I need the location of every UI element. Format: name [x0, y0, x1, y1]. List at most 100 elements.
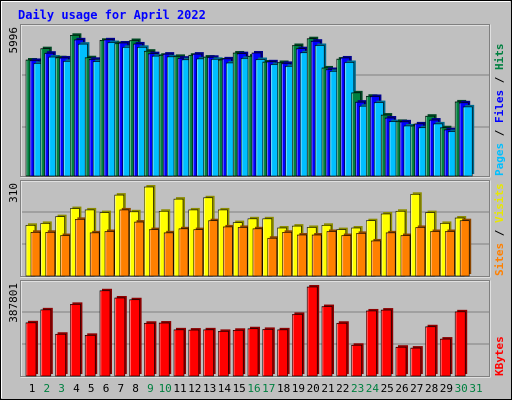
kbytes-bar: [99, 290, 111, 377]
sites-bar: [45, 232, 56, 277]
day-label: 27: [410, 382, 423, 395]
legend-entry: /: [493, 223, 506, 243]
sites-bar: [163, 232, 174, 277]
day-label: 25: [381, 382, 394, 395]
legend-entry: /: [493, 123, 506, 143]
sites-bar: [297, 234, 307, 277]
sites-bar: [75, 219, 85, 277]
legend-entry: KBytes: [493, 336, 506, 376]
sites-bar: [356, 233, 366, 277]
sites-bar: [282, 232, 292, 277]
kbytes-panel: 387801 KBytes: [7, 280, 506, 378]
day-label: 17: [262, 382, 275, 395]
sites-bar: [252, 228, 263, 277]
sites-bar: [341, 235, 352, 277]
legend-entry: Visits: [493, 183, 506, 223]
day-label: 4: [73, 382, 80, 395]
sites-bar: [311, 234, 322, 277]
day-label: 19: [292, 382, 305, 395]
kbytes-bar: [410, 347, 422, 377]
hits-panel-shadow: [20, 24, 490, 177]
sites-bar: [119, 209, 130, 277]
day-label: 24: [366, 382, 380, 395]
kbytes-bar: [306, 286, 318, 377]
day-label: 20: [307, 382, 320, 395]
day-label: 3: [58, 382, 65, 395]
day-label: 29: [440, 382, 453, 395]
legend-entry: Pages: [493, 143, 506, 176]
day-label: 22: [336, 382, 349, 395]
day-label: 10: [159, 382, 172, 395]
legend-entry: Sites: [493, 243, 506, 276]
day-label: 31: [469, 382, 482, 395]
sites-bar: [223, 226, 233, 277]
kbytes-bar: [40, 309, 52, 377]
visits-scale-label: 310: [7, 183, 20, 203]
sites-bar: [178, 228, 189, 277]
kbytes-bar: [425, 326, 436, 377]
sites-bar: [430, 231, 440, 277]
day-label: 21: [321, 382, 334, 395]
kbytes-bar: [158, 322, 170, 377]
sites-bar: [30, 232, 41, 277]
day-label: 28: [425, 382, 438, 395]
kbytes-bar: [395, 346, 407, 377]
day-label: 30: [455, 382, 468, 395]
kbytes-bar: [218, 331, 229, 377]
visits-panel-shadow: [20, 180, 490, 277]
day-label: 9: [147, 382, 154, 395]
sites-bar: [445, 231, 455, 277]
sites-bar: [134, 221, 144, 277]
sites-bar: [104, 231, 115, 277]
day-axis-labels: 1 2 3 4 5 6 7 8 9 10 11 12 13 14 15 16 17 18 19 20 21 22 23 24 2…: [29, 382, 483, 395]
kbytes-bar: [25, 322, 37, 377]
kbytes-bar: [321, 306, 333, 377]
sites-bar: [459, 220, 470, 277]
day-label: 15: [233, 382, 246, 395]
kbytes-bar: [129, 299, 140, 377]
day-label: 2: [43, 382, 50, 395]
kbytes-bar: [232, 329, 244, 377]
day-label: 12: [188, 382, 201, 395]
day-label: 6: [103, 382, 110, 395]
kbytes-bar: [351, 344, 362, 377]
kbytes-bar: [84, 335, 96, 377]
visits-sites-legend: Sites / Visits: [493, 183, 506, 276]
sites-bar: [237, 227, 248, 277]
legend-entry: Files: [493, 90, 506, 123]
kbytes-bar: [292, 314, 303, 377]
day-label: 5: [88, 382, 95, 395]
kbytes-bar: [188, 329, 200, 377]
day-label: 11: [173, 382, 186, 395]
kbytes-bar: [70, 304, 81, 377]
sites-bar: [326, 231, 337, 277]
hits-scale-label: 5996: [7, 27, 20, 54]
hits-files-pages-legend: Pages / Files / Hits: [493, 44, 506, 177]
kbytes-bar: [114, 297, 126, 377]
day-label: 23: [351, 382, 364, 395]
kbytes-bar: [144, 322, 155, 377]
kbytes-panel-shadow: [20, 280, 490, 377]
day-label: 13: [203, 382, 216, 395]
day-label: 18: [277, 382, 290, 395]
sites-bar: [208, 220, 218, 277]
sites-bar: [400, 235, 411, 277]
legend-entry: /: [493, 70, 506, 90]
kbytes-bar: [262, 329, 274, 377]
kbytes-bar: [336, 322, 348, 377]
kbytes-bar: [277, 329, 288, 377]
sites-bar: [267, 237, 278, 277]
kbytes-bar: [247, 328, 259, 377]
day-label: 7: [117, 382, 124, 395]
sites-bar: [60, 235, 70, 277]
day-label: 16: [247, 382, 260, 395]
visits-sites-panel: 310 Sites / Visits: [7, 180, 506, 278]
sites-bar: [89, 232, 100, 277]
sites-bar: [149, 229, 159, 277]
kbytes-bar: [454, 311, 466, 377]
kbytes-bar: [440, 338, 451, 377]
day-label: 1: [29, 382, 36, 395]
chart-title: Daily usage for April 2022: [18, 8, 206, 22]
pages-bar: [462, 106, 473, 177]
